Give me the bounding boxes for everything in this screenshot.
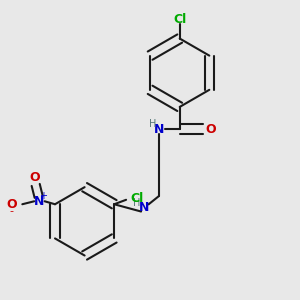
Text: H: H	[149, 119, 156, 129]
Text: Cl: Cl	[173, 13, 186, 26]
Text: N: N	[34, 195, 44, 208]
Text: -: -	[10, 206, 14, 216]
Text: O: O	[29, 171, 40, 184]
Text: +: +	[39, 191, 47, 201]
Text: H: H	[133, 198, 140, 208]
Text: O: O	[206, 123, 216, 136]
Text: O: O	[7, 198, 17, 211]
Text: N: N	[154, 123, 164, 136]
Text: Cl: Cl	[130, 192, 143, 205]
Text: N: N	[139, 202, 149, 214]
